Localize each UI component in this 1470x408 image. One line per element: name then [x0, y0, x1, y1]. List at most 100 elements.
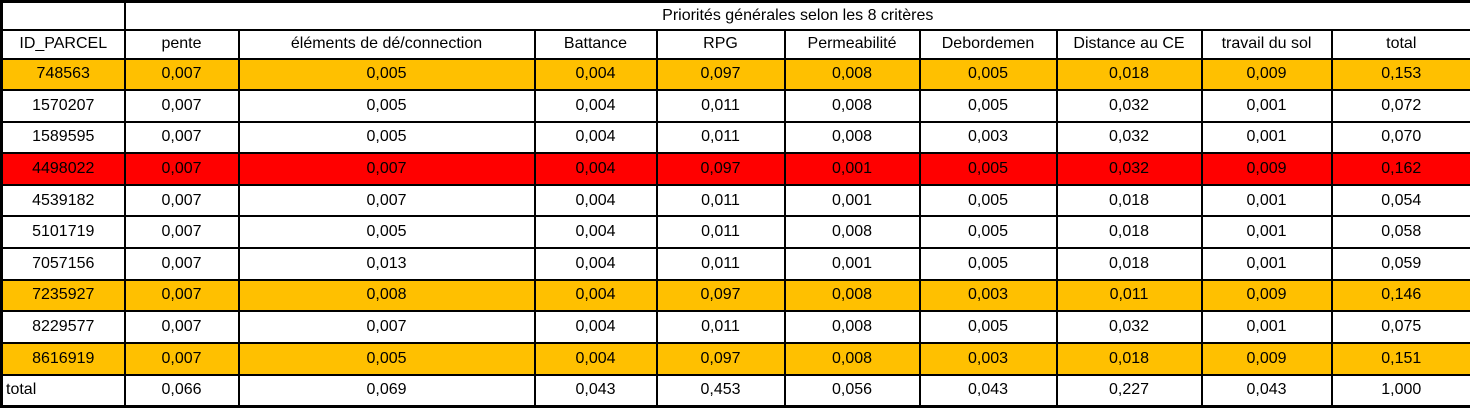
title-row: Priorités générales selon les 8 critères	[0, 0, 1470, 31]
cell-elements: 0,005	[237, 215, 536, 250]
cell-total: 0,059	[1330, 247, 1470, 281]
cell-id: 5101719	[0, 215, 126, 250]
cell-id: 4498022	[0, 152, 126, 186]
cell-pente: 0,007	[123, 152, 240, 186]
cell-pente: 0,007	[123, 183, 240, 218]
cell-battance: 0,004	[533, 89, 658, 123]
cell-rpg: 0,011	[655, 89, 786, 123]
cell-elements: 0,007	[237, 310, 536, 344]
cell-elements: 0,005	[237, 341, 536, 376]
cell-id: 8616919	[0, 341, 126, 376]
cell-elements: 0,005	[237, 120, 536, 155]
cell-pente: 0,007	[123, 310, 240, 344]
cell-id: 1589595	[0, 120, 126, 155]
cell-battance: 0,004	[533, 310, 658, 344]
cell-travail-sol: 0,009	[1200, 57, 1333, 92]
col-header-debordemen: Debordemen	[918, 28, 1058, 60]
cell-pente: 0,007	[123, 247, 240, 281]
cell-pente: 0,007	[123, 120, 240, 155]
cell-id: 1570207	[0, 89, 126, 123]
row-7235927: 7235927 0,007 0,008 0,004 0,097 0,008 0,…	[0, 278, 1470, 313]
cell-debordemen: 0,003	[918, 278, 1058, 313]
cell-permeabilite: 0,008	[783, 120, 921, 155]
cell-rpg: 0,011	[655, 183, 786, 218]
cell-total: 0,054	[1330, 183, 1470, 218]
corner-cell	[0, 0, 126, 31]
cell-total: 0,162	[1330, 152, 1470, 186]
row-1589595: 1589595 0,007 0,005 0,004 0,011 0,008 0,…	[0, 120, 1470, 155]
cell-distance-ce: 0,018	[1055, 183, 1203, 218]
cell-travail-sol: 0,001	[1200, 310, 1333, 344]
cell-battance: 0,004	[533, 247, 658, 281]
cell-permeabilite: 0,008	[783, 278, 921, 313]
total-travail-sol: 0,043	[1200, 373, 1333, 408]
cell-permeabilite: 0,001	[783, 183, 921, 218]
col-header-rpg: RPG	[655, 28, 786, 60]
cell-battance: 0,004	[533, 341, 658, 376]
cell-permeabilite: 0,008	[783, 89, 921, 123]
cell-total: 0,153	[1330, 57, 1470, 92]
cell-rpg: 0,011	[655, 215, 786, 250]
cell-total: 0,151	[1330, 341, 1470, 376]
cell-rpg: 0,011	[655, 310, 786, 344]
cell-rpg: 0,097	[655, 278, 786, 313]
cell-distance-ce: 0,018	[1055, 57, 1203, 92]
cell-elements: 0,008	[237, 278, 536, 313]
cell-distance-ce: 0,011	[1055, 278, 1203, 313]
row-4539182: 4539182 0,007 0,007 0,004 0,011 0,001 0,…	[0, 183, 1470, 218]
cell-rpg: 0,011	[655, 120, 786, 155]
cell-permeabilite: 0,008	[783, 215, 921, 250]
cell-id: 4539182	[0, 183, 126, 218]
col-header-battance: Battance	[533, 28, 658, 60]
cell-permeabilite: 0,008	[783, 341, 921, 376]
cell-permeabilite: 0,008	[783, 310, 921, 344]
total-permeabilite: 0,056	[783, 373, 921, 408]
col-header-permeabilite: Permeabilité	[783, 28, 921, 60]
cell-travail-sol: 0,001	[1200, 89, 1333, 123]
cell-pente: 0,007	[123, 341, 240, 376]
totals-row: total 0,066 0,069 0,043 0,453 0,056 0,04…	[0, 373, 1470, 408]
cell-battance: 0,004	[533, 57, 658, 92]
row-1570207: 1570207 0,007 0,005 0,004 0,011 0,008 0,…	[0, 89, 1470, 123]
total-elements: 0,069	[237, 373, 536, 408]
table-title: Priorités générales selon les 8 critères	[123, 0, 1470, 31]
cell-travail-sol: 0,001	[1200, 183, 1333, 218]
cell-debordemen: 0,005	[918, 310, 1058, 344]
cell-elements: 0,005	[237, 89, 536, 123]
cell-debordemen: 0,003	[918, 341, 1058, 376]
cell-debordemen: 0,005	[918, 57, 1058, 92]
total-rpg: 0,453	[655, 373, 786, 408]
row-8229577: 8229577 0,007 0,007 0,004 0,011 0,008 0,…	[0, 310, 1470, 344]
col-header-total: total	[1330, 28, 1470, 60]
cell-id: 7235927	[0, 278, 126, 313]
cell-total: 0,146	[1330, 278, 1470, 313]
cell-battance: 0,004	[533, 120, 658, 155]
cell-pente: 0,007	[123, 89, 240, 123]
cell-travail-sol: 0,009	[1200, 341, 1333, 376]
cell-battance: 0,004	[533, 278, 658, 313]
cell-total: 0,072	[1330, 89, 1470, 123]
cell-distance-ce: 0,032	[1055, 89, 1203, 123]
cell-permeabilite: 0,001	[783, 152, 921, 186]
cell-debordemen: 0,005	[918, 152, 1058, 186]
cell-debordemen: 0,005	[918, 183, 1058, 218]
cell-rpg: 0,097	[655, 57, 786, 92]
cell-battance: 0,004	[533, 183, 658, 218]
total-distance-ce: 0,227	[1055, 373, 1203, 408]
cell-id: 748563	[0, 57, 126, 92]
cell-total: 0,075	[1330, 310, 1470, 344]
cell-distance-ce: 0,018	[1055, 215, 1203, 250]
cell-rpg: 0,097	[655, 341, 786, 376]
cell-elements: 0,007	[237, 183, 536, 218]
cell-total: 0,070	[1330, 120, 1470, 155]
cell-travail-sol: 0,001	[1200, 120, 1333, 155]
cell-distance-ce: 0,018	[1055, 341, 1203, 376]
cell-elements: 0,013	[237, 247, 536, 281]
cell-travail-sol: 0,001	[1200, 247, 1333, 281]
cell-distance-ce: 0,032	[1055, 120, 1203, 155]
row-5101719: 5101719 0,007 0,005 0,004 0,011 0,008 0,…	[0, 215, 1470, 250]
cell-distance-ce: 0,032	[1055, 310, 1203, 344]
cell-rpg: 0,097	[655, 152, 786, 186]
cell-distance-ce: 0,032	[1055, 152, 1203, 186]
